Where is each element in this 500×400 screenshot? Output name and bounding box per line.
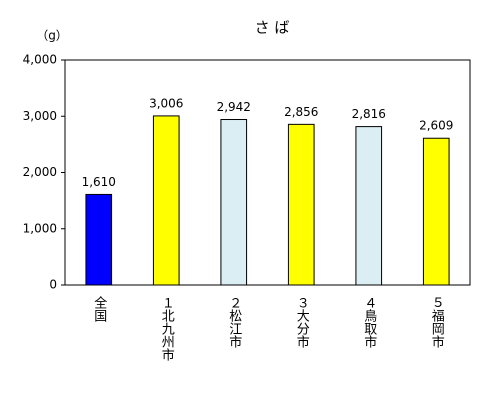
y-tick-label: 2,000 (23, 165, 57, 179)
x-tick-label: １北九州市 (159, 296, 175, 361)
x-tick-label: ２松江市 (226, 296, 242, 348)
bar (220, 119, 248, 286)
plot-frame (64, 59, 471, 286)
bar (422, 137, 450, 286)
bar (287, 123, 315, 286)
value-label: 2,942 (217, 100, 251, 114)
x-tick-label: ４鳥取市 (361, 296, 377, 348)
bar (355, 126, 383, 286)
bar (152, 115, 180, 286)
value-label: 2,816 (352, 107, 386, 121)
value-label: 3,006 (149, 96, 183, 110)
y-tick-label: 3,000 (23, 109, 57, 123)
y-unit: （g） (36, 29, 68, 43)
value-label: 2,856 (284, 105, 318, 119)
y-tick-label: 4,000 (23, 53, 57, 67)
y-tick-label: 1,000 (23, 221, 57, 235)
x-tick-label: 全国 (91, 295, 107, 322)
x-tick-label: ５福岡市 (429, 296, 445, 348)
y-tick-label: 0 (49, 278, 57, 292)
x-tick-label: ３大分市 (294, 296, 310, 348)
bar (85, 193, 113, 286)
value-label: 2,609 (419, 119, 453, 133)
chart-title: さ ば (255, 19, 290, 37)
value-label: 1,610 (82, 175, 116, 189)
